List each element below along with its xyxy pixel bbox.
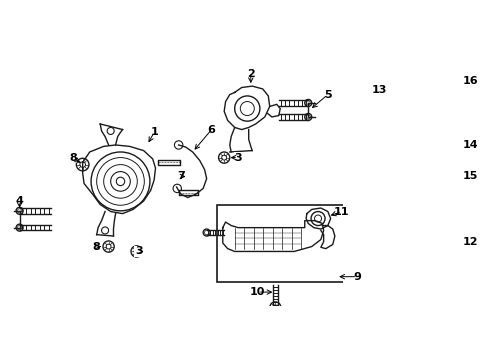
Circle shape <box>305 99 312 107</box>
Text: 10: 10 <box>250 287 266 297</box>
Text: 11: 11 <box>334 207 350 216</box>
Circle shape <box>272 303 279 310</box>
Text: 5: 5 <box>324 90 332 99</box>
Text: 9: 9 <box>353 272 361 282</box>
Bar <box>179 190 198 195</box>
Circle shape <box>311 212 325 225</box>
Text: 7: 7 <box>177 171 185 181</box>
Circle shape <box>219 152 230 163</box>
Circle shape <box>235 96 260 121</box>
Circle shape <box>305 113 312 121</box>
Circle shape <box>450 220 458 227</box>
Circle shape <box>453 101 460 108</box>
Circle shape <box>131 246 142 257</box>
Text: 2: 2 <box>247 68 255 78</box>
Circle shape <box>16 207 23 214</box>
Text: 16: 16 <box>463 76 479 86</box>
Circle shape <box>16 224 23 231</box>
Text: 3: 3 <box>135 247 143 256</box>
Circle shape <box>453 84 460 91</box>
Bar <box>438 142 465 148</box>
Text: 3: 3 <box>234 153 242 163</box>
Text: 13: 13 <box>372 85 388 95</box>
Text: 14: 14 <box>463 140 479 150</box>
Text: 12: 12 <box>463 237 479 247</box>
Text: 8: 8 <box>93 242 100 252</box>
Circle shape <box>76 158 89 171</box>
Circle shape <box>203 229 210 236</box>
Circle shape <box>91 152 150 211</box>
Circle shape <box>116 177 124 186</box>
Text: 8: 8 <box>69 153 77 163</box>
Circle shape <box>445 170 458 183</box>
Circle shape <box>103 241 114 252</box>
Text: 4: 4 <box>16 196 24 206</box>
Text: 1: 1 <box>150 127 158 138</box>
Bar <box>158 160 180 165</box>
Circle shape <box>270 302 281 313</box>
Text: 6: 6 <box>208 125 216 135</box>
Bar <box>217 204 354 282</box>
Text: 15: 15 <box>463 171 478 181</box>
